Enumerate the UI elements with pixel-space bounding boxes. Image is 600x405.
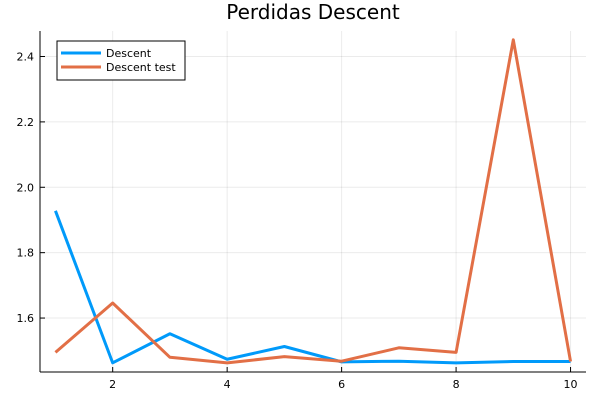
y-tick-label: 2.4 (17, 51, 35, 64)
x-tick-label: 6 (338, 378, 345, 391)
x-tick-label: 10 (564, 378, 578, 391)
y-tick-label: 2.0 (17, 181, 35, 194)
series-line-descent-test (54, 38, 573, 365)
series-line-descent (54, 210, 571, 365)
chart-title: Perdidas Descent (226, 0, 400, 24)
series-layer (54, 38, 573, 365)
x-tick-label: 4 (224, 378, 231, 391)
x-tick-label: 8 (453, 378, 460, 391)
y-tick-label: 1.8 (17, 247, 35, 260)
axis-layer: 2 4 6 8 10 1.6 1.8 2.0 2.2 2.4 (17, 31, 586, 391)
legend-label: Descent test (106, 61, 176, 74)
x-tick-label: 2 (109, 378, 116, 391)
y-tick-label: 1.6 (17, 312, 35, 325)
y-tick-label: 2.2 (17, 116, 35, 129)
legend-label: Descent (106, 47, 152, 60)
grid-layer (40, 31, 586, 372)
legend-box (56, 40, 186, 81)
